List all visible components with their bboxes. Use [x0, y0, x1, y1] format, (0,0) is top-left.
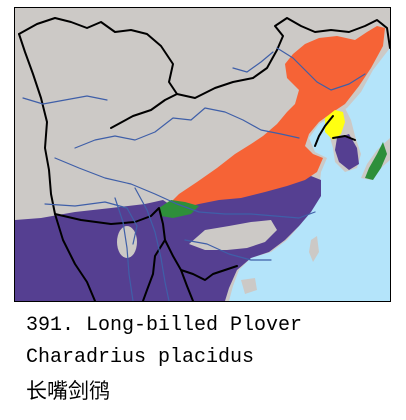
range-breeding: [165, 26, 385, 208]
range-gap-west: [117, 226, 137, 258]
river-yangtze: [54, 157, 316, 219]
river-salween: [114, 197, 134, 301]
rivers: [22, 47, 366, 301]
species-caption-line: 391. Long-billed Plover: [26, 314, 302, 338]
species-scientific-name: Charadrius placidus: [26, 346, 255, 369]
river-mekong: [134, 187, 170, 301]
range-passage: [325, 110, 345, 140]
species-number: 391.: [26, 314, 75, 337]
land-hainan: [241, 278, 257, 294]
species-chinese-name: 长嘴剑鸻: [26, 379, 110, 403]
border-inner-line: [110, 93, 178, 129]
range-wintering: [15, 176, 321, 301]
river-yellow: [74, 107, 300, 149]
river-brahmaputra: [44, 201, 138, 245]
border-korea-split: [332, 135, 356, 141]
species-common-name: Long-billed Plover: [86, 314, 303, 337]
border-china-west: [18, 33, 56, 215]
border-myanmar-laos: [142, 239, 166, 301]
range-map: [14, 7, 391, 302]
river-tarim: [22, 95, 108, 105]
border-china-mongolia: [18, 17, 390, 99]
river-heilong-north: [232, 51, 274, 73]
range-resident: [159, 200, 199, 218]
country-borders: [18, 17, 390, 301]
range-resident-japan: [365, 142, 387, 180]
river-amur: [276, 47, 366, 91]
river-pearl: [184, 239, 272, 261]
range-map-svg: [15, 8, 390, 301]
border-india-myanmar: [54, 213, 96, 301]
range-gap-central: [189, 220, 277, 250]
land-taiwan: [309, 236, 319, 262]
border-china-korea: [314, 115, 334, 147]
border-laos-vietnam: [180, 269, 194, 301]
range-wintering-korea: [335, 134, 359, 170]
